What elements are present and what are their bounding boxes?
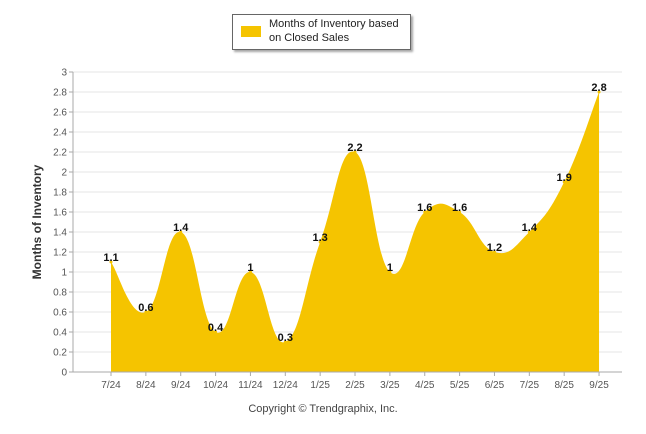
series-area-path	[111, 92, 600, 372]
y-tick-label: 2	[61, 168, 67, 179]
data-point	[179, 230, 183, 234]
series-area	[109, 90, 601, 372]
data-point	[458, 210, 462, 214]
y-tick-label: 0.6	[53, 308, 67, 319]
y-tick-label: 0.8	[53, 288, 67, 299]
data-point	[144, 310, 148, 314]
y-tick-label: 0	[61, 368, 67, 379]
x-tick-label: 9/25	[589, 380, 609, 391]
y-tick-label: 3	[61, 68, 67, 79]
x-tick-label: 7/24	[101, 380, 121, 391]
y-tick-label: 1.8	[53, 188, 67, 199]
legend-swatch	[241, 26, 261, 37]
x-axis: 7/24 8/24 9/24 10/24 11/24 12/24 1/25 2/25 3/25 4…	[73, 371, 622, 391]
y-tick-label: 0.4	[53, 328, 67, 339]
x-tick-label: 7/25	[520, 380, 540, 391]
y-axis-title: Months of Inventory	[30, 164, 44, 279]
data-label: 1.3	[313, 232, 328, 244]
data-label: 1.9	[557, 172, 572, 184]
data-point	[318, 240, 322, 244]
x-tick-label: 8/24	[136, 380, 156, 391]
data-label: 1.4	[173, 222, 189, 234]
x-tick-label: 5/25	[450, 380, 470, 391]
y-axis: 0 0.2 0.4 0.6 0.8 1 1.2 1.4 1.6 1.8 2 2.2 2.4 2.6 2.8 3	[53, 68, 74, 379]
y-tick-label: 0.2	[53, 348, 67, 359]
data-point	[353, 150, 357, 154]
data-label: 1.4	[522, 222, 538, 234]
data-point	[527, 230, 531, 234]
x-tick-label: 9/24	[171, 380, 191, 391]
data-point	[597, 90, 601, 94]
x-tick-label: 8/25	[554, 380, 574, 391]
x-tick-label: 4/25	[415, 380, 435, 391]
x-tick-label: 1/25	[310, 380, 330, 391]
x-tick-label: 11/24	[238, 380, 263, 391]
data-point	[492, 250, 496, 254]
legend-label-line-1: Months of Inventory based	[269, 18, 399, 30]
copyright-notice: Copyright © Trendgraphix, Inc.	[248, 403, 398, 415]
data-label: 1.1	[103, 252, 118, 264]
data-label: 2.8	[591, 82, 606, 94]
data-point	[388, 270, 392, 274]
x-tick-label: 12/24	[273, 380, 298, 391]
data-label: 0.3	[278, 332, 293, 344]
y-tick-label: 1	[61, 268, 67, 279]
x-tick-label: 10/24	[203, 380, 228, 391]
legend: Months of Inventory based on Closed Sale…	[232, 14, 411, 50]
y-tick-label: 2.6	[53, 108, 67, 119]
data-labels: 1.1 0.6 1.4 0.4 1 0.3 1.3 2.2 1 1.6 1.6 1.2 1.4 1.9 2.…	[103, 82, 606, 344]
data-point	[283, 340, 287, 344]
data-label: 0.6	[138, 302, 153, 314]
data-label: 1.6	[417, 202, 432, 214]
data-label: 2.2	[347, 142, 362, 154]
y-tick-label: 1.4	[53, 228, 67, 239]
legend-label-line-2: on Closed Sales	[269, 32, 350, 44]
legend-label: Months of Inventory based on Closed Sale…	[269, 17, 405, 45]
data-point	[109, 260, 113, 264]
data-point	[214, 330, 218, 334]
y-tick-label: 1.6	[53, 208, 67, 219]
x-tick-label: 2/25	[345, 380, 365, 391]
x-tick-label: 6/25	[485, 380, 505, 391]
y-tick-label: 2.4	[53, 128, 67, 139]
x-tick-label: 3/25	[380, 380, 400, 391]
data-label: 1.6	[452, 202, 467, 214]
data-label: 1	[387, 262, 393, 274]
data-label: 1	[247, 262, 253, 274]
data-label: 1.2	[487, 242, 502, 254]
data-point	[248, 270, 252, 274]
y-tick-label: 1.2	[53, 248, 67, 259]
data-label: 0.4	[208, 322, 224, 334]
y-tick-label: 2.2	[53, 148, 67, 159]
y-tick-label: 2.8	[53, 88, 67, 99]
data-point	[562, 180, 566, 184]
data-point	[423, 210, 427, 214]
